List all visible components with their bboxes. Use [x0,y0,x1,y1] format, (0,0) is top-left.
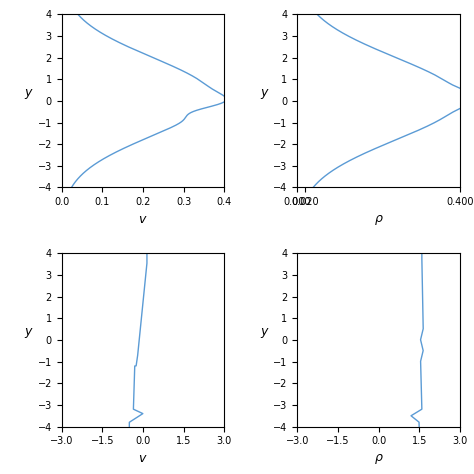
Y-axis label: $y$: $y$ [24,87,34,101]
Y-axis label: $y$: $y$ [24,326,34,340]
Y-axis label: $y$: $y$ [260,87,270,101]
X-axis label: $v$: $v$ [138,452,147,465]
X-axis label: $v$: $v$ [138,213,147,226]
Y-axis label: $y$: $y$ [260,326,270,340]
X-axis label: $\rho$: $\rho$ [374,452,383,466]
X-axis label: $\rho$: $\rho$ [374,213,383,227]
